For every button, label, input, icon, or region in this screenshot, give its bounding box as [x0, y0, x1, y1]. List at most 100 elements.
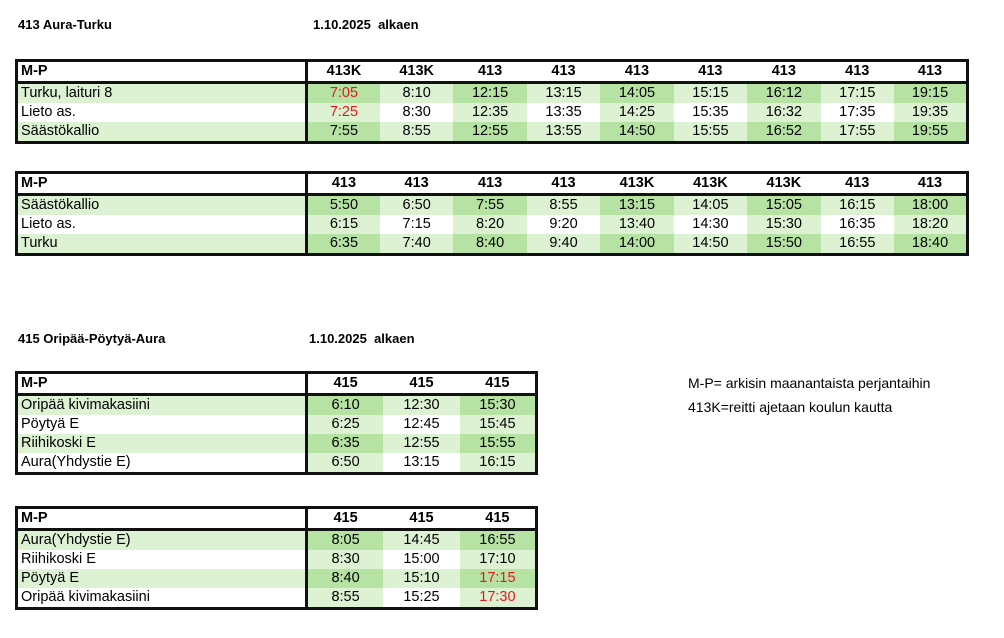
stop-name: Lieto as. [16, 103, 308, 122]
table-row: Pöytyä E 8:40 15:10 17:15 [16, 569, 537, 588]
departure-time: 13:55 [526, 122, 601, 143]
timetable-415-to-oripaa: M-P 415 415 415 Aura(Yhdystie E) 8:05 14:45 16:… [15, 506, 538, 610]
departure-time: 7:05 [306, 82, 380, 103]
departure-time: 6:35 [306, 434, 384, 453]
departure-time: 8:30 [306, 550, 384, 569]
departure-time: 6:35 [306, 234, 380, 255]
line-number-header: 413 [453, 172, 527, 196]
departure-time: 18:20 [894, 215, 968, 234]
line-number-header: 413 [526, 172, 601, 196]
departure-time: 18:00 [894, 194, 968, 215]
departure-time: 6:25 [306, 415, 384, 434]
departure-time: 13:40 [600, 215, 674, 234]
table-row: Oripää kivimakasiini 6:10 12:30 15:30 [16, 394, 537, 415]
valid-from-413: 1.10.2025 alkaen [313, 17, 419, 32]
departure-time: 12:15 [453, 82, 527, 103]
departure-time: 15:30 [747, 215, 821, 234]
date-suffix: alkaen [374, 331, 415, 346]
departure-time: 7:55 [306, 122, 380, 143]
day-type-header: M-P [16, 172, 308, 196]
day-type-header: M-P [16, 60, 308, 84]
departure-time: 17:35 [820, 103, 894, 122]
table-row: Aura(Yhdystie E) 6:50 13:15 16:15 [16, 453, 537, 474]
departure-time: 13:15 [526, 82, 601, 103]
departure-time: 8:55 [526, 194, 601, 215]
header-row: M-P 415 415 415 [16, 507, 537, 531]
header-row: M-P 413 413 413 413 413K 413K 413K 413 413 [16, 172, 968, 196]
departure-time: 14:45 [383, 529, 460, 550]
stop-name: Oripää kivimakasiini [16, 394, 308, 415]
table-row: Lieto as. 7:25 8:30 12:35 13:35 14:25 15:35 16:… [16, 103, 968, 122]
timetable-413-to-saastokallio: M-P 413K 413K 413 413 413 413 413 413 413 Turku, l… [15, 59, 969, 144]
table-row: Lieto as. 6:15 7:15 8:20 9:20 13:40 14:30 15:30… [16, 215, 968, 234]
timetable-415-to-aura: M-P 415 415 415 Oripää kivimakasiini 6:10 12:3… [15, 371, 538, 475]
departure-time: 17:10 [459, 550, 537, 569]
departure-time: 13:15 [383, 453, 460, 474]
line-number-header: 415 [383, 372, 460, 396]
line-number-header: 415 [459, 507, 537, 531]
table-row: Säästökallio 7:55 8:55 12:55 13:55 14:50 15:55… [16, 122, 968, 143]
date-suffix: alkaen [378, 17, 419, 32]
line-number-header: 415 [383, 507, 460, 531]
departure-time: 8:10 [379, 82, 454, 103]
route-title-415: 415 Oripää-Pöytyä-Aura [18, 331, 166, 346]
stop-name: Lieto as. [16, 215, 308, 234]
departure-time: 13:35 [526, 103, 601, 122]
line-number-header: 413 [306, 172, 380, 196]
departure-time: 15:45 [459, 415, 537, 434]
departure-time: 6:50 [379, 194, 454, 215]
stop-name: Riihikoski E [16, 550, 308, 569]
departure-time: 8:40 [306, 569, 384, 588]
departure-time: 16:55 [820, 234, 894, 255]
departure-time: 14:30 [673, 215, 748, 234]
departure-time: 16:15 [459, 453, 537, 474]
stop-name: Turku [16, 234, 308, 255]
departure-time: 15:55 [673, 122, 748, 143]
departure-time: 15:30 [459, 394, 537, 415]
table-row: Oripää kivimakasiini 8:55 15:25 17:30 [16, 588, 537, 609]
departure-time: 15:15 [673, 82, 748, 103]
departure-time: 7:55 [453, 194, 527, 215]
departure-time: 12:45 [383, 415, 460, 434]
departure-time: 9:20 [526, 215, 601, 234]
line-number-header: 413 [894, 172, 968, 196]
departure-time: 8:05 [306, 529, 384, 550]
departure-time: 16:52 [747, 122, 821, 143]
departure-time: 14:50 [600, 122, 674, 143]
departure-time: 7:15 [379, 215, 454, 234]
departure-time: 17:15 [820, 82, 894, 103]
departure-time: 17:30 [459, 588, 537, 609]
stop-name: Pöytyä E [16, 569, 308, 588]
departure-time: 15:55 [459, 434, 537, 453]
departure-time: 12:30 [383, 394, 460, 415]
table-row: Riihikoski E 8:30 15:00 17:10 [16, 550, 537, 569]
date: 1.10.2025 [309, 331, 367, 346]
departure-time: 16:35 [820, 215, 894, 234]
departure-time: 19:15 [894, 82, 968, 103]
departure-time: 5:50 [306, 194, 380, 215]
line-number-header: 413K [379, 60, 454, 84]
departure-time: 14:50 [673, 234, 748, 255]
departure-time: 12:55 [453, 122, 527, 143]
line-number-header: 415 [306, 507, 384, 531]
stop-name: Säästökallio [16, 194, 308, 215]
day-type-header: M-P [16, 507, 308, 531]
departure-time: 17:55 [820, 122, 894, 143]
departure-time: 8:40 [453, 234, 527, 255]
departure-time: 8:55 [379, 122, 454, 143]
stop-name: Turku, laituri 8 [16, 82, 308, 103]
table-row: Turku, laituri 8 7:05 8:10 12:15 13:15 14:05 1… [16, 82, 968, 103]
line-number-header: 413 [673, 60, 748, 84]
timetable-413-to-turku: M-P 413 413 413 413 413K 413K 413K 413 413 Säästök… [15, 171, 969, 256]
stop-name: Pöytyä E [16, 415, 308, 434]
table-row: Turku 6:35 7:40 8:40 9:40 14:00 14:50 15:50 16:5… [16, 234, 968, 255]
line-number-header: 413 [894, 60, 968, 84]
departure-time: 15:50 [747, 234, 821, 255]
date: 1.10.2025 [313, 17, 371, 32]
stop-name: Säästökallio [16, 122, 308, 143]
departure-time: 16:32 [747, 103, 821, 122]
departure-time: 8:30 [379, 103, 454, 122]
departure-time: 15:10 [383, 569, 460, 588]
departure-time: 6:10 [306, 394, 384, 415]
header-row: M-P 415 415 415 [16, 372, 537, 396]
